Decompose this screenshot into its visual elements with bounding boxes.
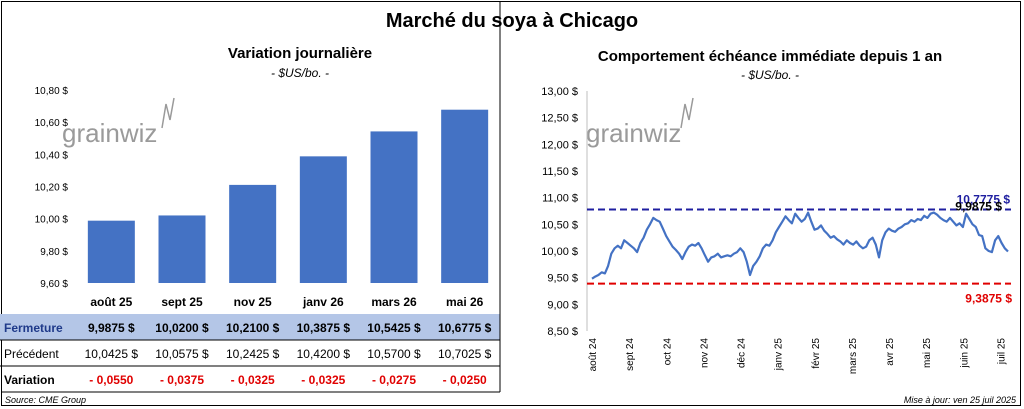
- data-table: Fermeture 9,9875 $ 10,0200 $ 10,2100 $ 10,38…: [4, 321, 492, 387]
- left-chart-title: Variation journalière: [227, 45, 373, 62]
- table-cell: - 0,0325: [301, 373, 345, 387]
- left-y-tick-label: 10,00 $: [35, 215, 69, 226]
- right-watermark: grainwiz: [586, 97, 694, 148]
- current-value-label: 9,9875 $: [955, 200, 1002, 214]
- table-cell: - 0,0325: [231, 373, 275, 387]
- left-y-axis: 9,60 $ 9,80 $ 10,00 $ 10,20 $ 10,40 $ 10,60 $…: [35, 86, 69, 290]
- update-note: Mise à jour: ven 25 juil 2025: [903, 395, 1016, 405]
- right-y-axis: 8,50 $ 9,00 $ 9,50 $ 10,00 $ 10,50 $ 11,00 $ 1…: [541, 86, 588, 338]
- table-cell: 10,0575 $: [155, 347, 209, 361]
- bar: [229, 184, 277, 283]
- low-reference-label: 9,3875 $: [965, 292, 1012, 306]
- bar: [158, 215, 206, 283]
- right-y-tick-label: 11,50 $: [542, 166, 578, 178]
- right-x-tick-label: janv 25: [774, 338, 785, 372]
- bar: [370, 131, 418, 283]
- bar-category-label: sept 25: [161, 295, 203, 309]
- right-y-tick-label: 9,00 $: [547, 299, 578, 311]
- left-y-tick-label: 10,60 $: [35, 118, 69, 129]
- right-x-tick-label: sept 24: [625, 338, 636, 371]
- bar-category-label: janv 26: [302, 295, 344, 309]
- fermeture-row-bg: [0, 314, 500, 340]
- table-cell: 9,9875 $: [88, 321, 135, 335]
- right-watermark-text: grainwiz: [586, 118, 681, 148]
- bar: [299, 156, 347, 283]
- watermark-mark: [161, 97, 175, 129]
- bar-series: [87, 109, 489, 283]
- bar-category-label: mai 26: [446, 295, 484, 309]
- right-x-tick-label: févr 25: [811, 338, 822, 369]
- bar-category-label: mars 26: [371, 295, 417, 309]
- main-title: Marché du soya à Chicago: [385, 10, 639, 32]
- left-y-tick-label: 10,80 $: [35, 86, 69, 97]
- table-cell: 10,3875 $: [297, 321, 351, 335]
- right-chart-title: Comportement échéance immédiate depuis 1…: [597, 48, 943, 65]
- source-note: Source: CME Group: [5, 395, 87, 405]
- high-reference-label: 10,7775 $: [957, 193, 1011, 207]
- right-y-tick-label: 10,50 $: [541, 219, 578, 231]
- table-cell: 10,0200 $: [155, 321, 209, 335]
- left-watermark-text: grainwiz: [62, 118, 157, 148]
- right-x-tick-label: mars 25: [848, 338, 859, 375]
- table-cell: - 0,0275: [372, 373, 416, 387]
- right-x-axis: août 24 sept 24 oct 24 nov 24 déc 24 janv 25 f…: [588, 338, 1007, 375]
- table-cell: 10,0425 $: [85, 347, 139, 361]
- right-y-tick-label: 9,50 $: [547, 273, 578, 285]
- table-cell: 10,6775 $: [438, 321, 492, 335]
- table-cell: 10,5425 $: [367, 321, 421, 335]
- table-cell: 10,4200 $: [297, 347, 351, 361]
- table-cell: - 0,0550: [89, 373, 133, 387]
- right-x-tick-label: déc 24: [737, 338, 748, 368]
- right-y-tick-label: 13,00 $: [541, 86, 578, 98]
- watermark-mark: [680, 97, 694, 129]
- bar-category-label: août 25: [90, 295, 132, 309]
- table-row-label: Fermeture: [4, 321, 63, 335]
- table-row-label: Variation: [4, 373, 55, 387]
- right-x-tick-label: août 24: [588, 338, 599, 372]
- left-chart-subtitle: - $US/bo. -: [270, 66, 330, 80]
- table-cell: - 0,0375: [160, 373, 204, 387]
- left-y-tick-label: 10,20 $: [35, 183, 69, 194]
- right-x-tick-label: avr 25: [885, 338, 896, 366]
- right-x-tick-label: juin 25: [959, 338, 970, 369]
- right-x-tick-label: juil 25: [996, 338, 1007, 366]
- table-cell: 10,2100 $: [226, 321, 280, 335]
- left-y-tick-label: 9,60 $: [40, 279, 68, 290]
- left-watermark: grainwiz: [62, 97, 175, 148]
- right-x-tick-label: oct 24: [662, 338, 673, 366]
- right-y-tick-label: 12,00 $: [541, 139, 578, 151]
- price-line: [591, 211, 1009, 280]
- table-cell: 10,7025 $: [438, 347, 492, 361]
- left-y-tick-label: 9,80 $: [40, 247, 68, 258]
- left-y-tick-label: 10,40 $: [35, 150, 69, 161]
- table-cell: 10,2425 $: [226, 347, 280, 361]
- bar-category-label: nov 25: [234, 295, 272, 309]
- right-y-tick-label: 8,50 $: [547, 326, 578, 338]
- right-x-tick-label: mai 25: [922, 338, 933, 368]
- reference-lines: 10,7775 $9,9875 $ 9,3875 $: [587, 193, 1012, 306]
- table-cell: - 0,0250: [443, 373, 487, 387]
- right-chart-subtitle: - $US/bo. -: [740, 68, 800, 82]
- right-y-tick-label: 11,00 $: [542, 193, 578, 205]
- bar-category-labels: août 25 sept 25 nov 25 janv 26 mars 26 mai 26: [90, 295, 483, 309]
- table-row-label: Précédent: [4, 347, 59, 361]
- table-cell: 10,5700 $: [367, 347, 421, 361]
- right-x-tick-label: nov 24: [699, 338, 710, 368]
- right-y-tick-label: 10,00 $: [541, 246, 578, 258]
- bar: [441, 109, 489, 283]
- right-y-tick-label: 12,50 $: [541, 113, 578, 125]
- bar: [87, 220, 135, 283]
